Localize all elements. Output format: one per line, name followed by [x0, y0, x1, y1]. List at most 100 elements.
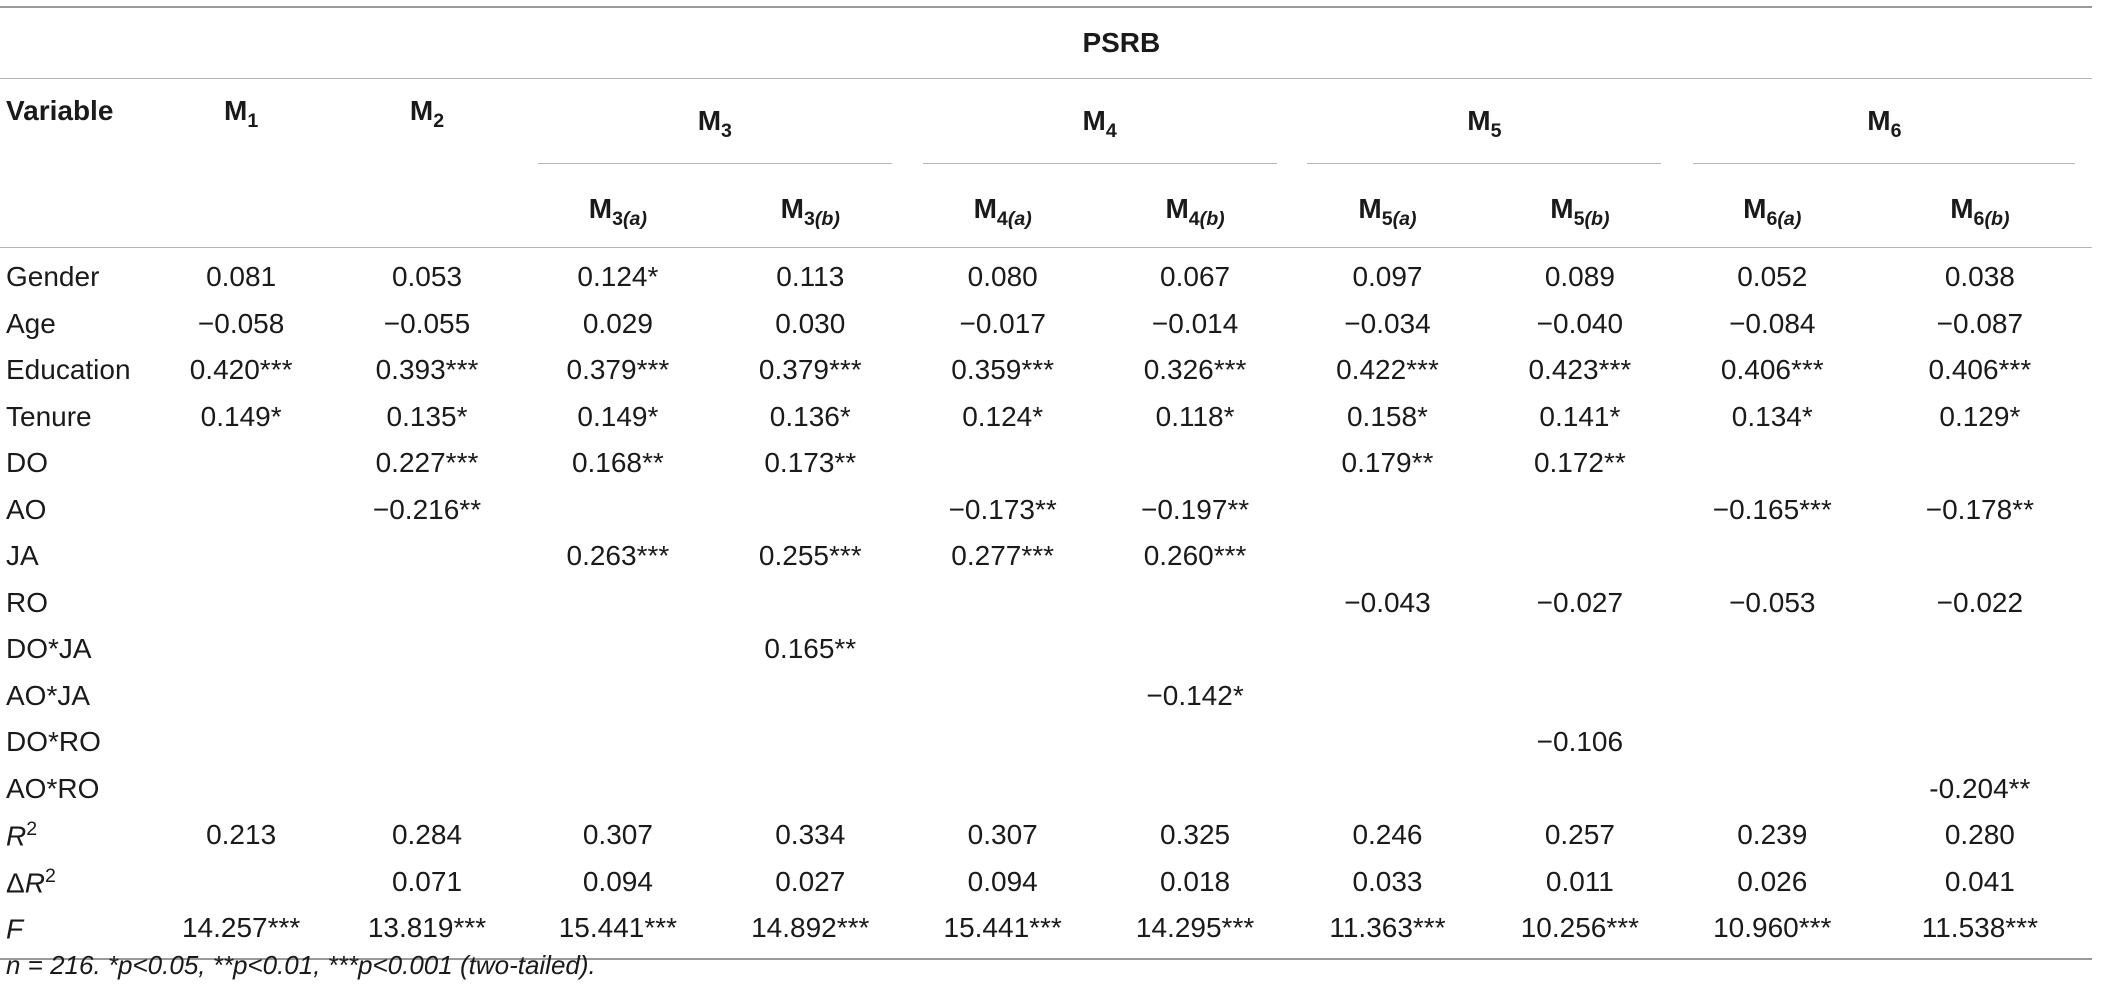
table-cell: 0.280 — [1944, 819, 2015, 851]
table-cell: 0.406*** — [1928, 354, 2032, 386]
table-cell — [522, 719, 713, 766]
table-cell — [907, 766, 1098, 813]
table-cell: 0.067 — [1160, 261, 1231, 293]
table-cell — [151, 580, 332, 627]
variable-header: Variable — [6, 95, 114, 126]
table-cell — [151, 766, 332, 813]
table-cell: 0.118* — [1155, 400, 1235, 432]
table-cell: −0.084 — [1729, 307, 1816, 339]
table-cell — [1483, 533, 1677, 580]
table-cell: −0.053 — [1729, 586, 1816, 618]
table-cell — [332, 580, 523, 627]
table-cell: 11.538*** — [1921, 912, 2038, 944]
table-cell: 0.038 — [1944, 261, 2015, 293]
table-cell: 0.260*** — [1143, 540, 1247, 572]
stat-label: R2 — [0, 812, 151, 859]
table-row: Tenure 0.149* 0.135* 0.149* 0.136* 0.124* 0.11… — [0, 394, 2092, 441]
model-m2-header: M2 — [409, 95, 445, 132]
table-cell: 0.135* — [386, 400, 468, 432]
stat-label-base: F — [6, 913, 24, 945]
table-cell — [713, 719, 907, 766]
row-label: JA — [6, 540, 39, 572]
table-cell: 13.819*** — [367, 912, 487, 944]
table-cell — [151, 440, 332, 487]
table-cell — [1292, 766, 1483, 813]
table-cell — [522, 673, 713, 720]
table-footnote: n = 216. *p<0.05, **p<0.01, ***p<0.001 (… — [6, 950, 596, 980]
table-cell: −0.022 — [1936, 586, 2024, 618]
table-cell: 0.158* — [1346, 400, 1428, 432]
model-m6a-header: M6(a) — [1743, 193, 1802, 230]
table-cell — [1292, 487, 1483, 534]
table-cell: −0.034 — [1344, 307, 1431, 339]
table-row: Gender 0.081 0.053 0.124* 0.113 0.080 0.067 0.0… — [0, 248, 2092, 301]
table-row: AO*RO -0.204** — [0, 766, 2092, 813]
table-cell — [151, 487, 332, 534]
table-cell — [151, 533, 332, 580]
table-cell: 0.097 — [1352, 261, 1423, 293]
table-cell: −0.197** — [1140, 493, 1250, 525]
table-cell — [1098, 626, 1292, 673]
row-label: RO — [6, 586, 48, 618]
table-cell — [1483, 766, 1677, 813]
table-cell: 0.406*** — [1720, 354, 1824, 386]
table-cell: 14.892*** — [751, 912, 870, 944]
table-cell: −0.014 — [1151, 307, 1239, 339]
table-body: Gender 0.081 0.053 0.124* 0.113 0.080 0.067 0.0… — [0, 248, 2092, 959]
table-cell: 0.081 — [206, 261, 277, 293]
row-label: DO*RO — [6, 726, 101, 758]
table-cell — [522, 580, 713, 627]
stat-label-base: R — [6, 820, 27, 852]
table-cell: 0.094 — [582, 865, 653, 897]
table-cell — [1677, 626, 1868, 673]
table-row: JA 0.263*** 0.255*** 0.277*** 0.260*** — [0, 533, 2092, 580]
table-cell: 0.041 — [1944, 865, 2015, 897]
table-cell: 0.026 — [1737, 865, 1808, 897]
table-cell: 0.129* — [1939, 400, 2021, 432]
table-cell — [713, 673, 907, 720]
row-label: AO*JA — [6, 679, 91, 711]
model-m5-header: M5 — [1292, 79, 1677, 172]
stat-label-sup: 2 — [44, 864, 56, 887]
table-cell: 0.172** — [1533, 447, 1626, 479]
table-cell: 15.441*** — [943, 912, 1062, 944]
table-cell — [522, 626, 713, 673]
table-cell: 0.179** — [1341, 447, 1434, 479]
table-row: DO 0.227*** 0.168** 0.173** 0.179** 0.172** — [0, 440, 2092, 487]
table-cell — [1098, 766, 1292, 813]
table-cell: 0.246 — [1352, 819, 1423, 851]
model-m6-header: M6 — [1677, 79, 2092, 172]
row-label: DO — [6, 447, 48, 479]
table-cell — [713, 487, 907, 534]
table-cell: 0.213 — [206, 819, 277, 851]
stat-label-base: R — [24, 866, 45, 898]
table-row: AO −0.216** −0.173** −0.197** −0.165*** −0.17… — [0, 487, 2092, 534]
table-cell: 0.379*** — [566, 354, 670, 386]
table-cell — [151, 719, 332, 766]
row-label: DO*JA — [6, 633, 92, 665]
table-cell — [332, 533, 523, 580]
table-cell: 0.071 — [391, 865, 463, 897]
table-cell: 0.393*** — [375, 354, 479, 386]
table-cell: 0.113 — [776, 261, 845, 293]
model-m3-header: M3 — [522, 79, 907, 172]
table-cell: −0.216** — [372, 493, 482, 525]
table-stat-row: ΔR2 0.071 0.094 0.027 0.094 0.018 0.033 0.011 0.… — [0, 859, 2092, 906]
table-cell — [332, 673, 523, 720]
table-cell — [907, 440, 1098, 487]
table-cell — [1098, 440, 1292, 487]
table-cell — [1868, 440, 2092, 487]
table-cell: −0.173** — [948, 493, 1057, 525]
table-cell — [1483, 626, 1677, 673]
table-cell: 0.423*** — [1528, 354, 1632, 386]
model-header-row: Variable M1 M2 M3 M4 M5 M6 — [0, 79, 2092, 172]
table-cell: −0.178** — [1925, 493, 2034, 525]
table-row: DO*JA 0.165** — [0, 626, 2092, 673]
table-cell — [332, 719, 523, 766]
table-cell: 0.080 — [967, 261, 1038, 293]
table-cell: 0.029 — [582, 307, 653, 339]
table-cell — [1868, 719, 2092, 766]
table-cell: 0.141* — [1539, 400, 1621, 432]
table-cell — [1868, 673, 2092, 720]
